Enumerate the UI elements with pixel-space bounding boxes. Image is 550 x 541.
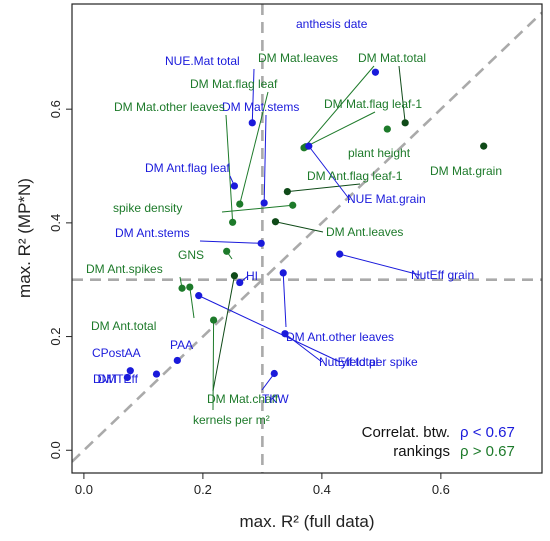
legend-entry-green: ρ > 0.67 <box>460 443 515 460</box>
leader-line <box>340 254 420 275</box>
legend-title-line2: rankings <box>393 443 450 460</box>
point-label: DM Mat.flag leaf <box>190 77 278 91</box>
data-point <box>284 188 291 195</box>
data-point <box>174 357 181 364</box>
point-label: CPostAA <box>92 346 141 360</box>
point-label: PAA <box>170 338 193 352</box>
data-point <box>336 251 343 258</box>
data-point <box>261 199 268 206</box>
legend: Correlat. btw. rankings ρ < 0.67 ρ > 0.6… <box>362 424 515 460</box>
point-label: anthesis date <box>296 17 368 31</box>
point-label: NutEff total <box>319 355 378 369</box>
legend-title-line1: Correlat. btw. <box>362 424 450 441</box>
data-point <box>210 316 217 323</box>
point-label: plant height <box>348 146 411 160</box>
data-point <box>258 240 265 247</box>
data-point <box>280 269 287 276</box>
data-point <box>186 284 193 291</box>
point-label: DM Ant.spikes <box>86 262 163 276</box>
point-label: HI <box>246 269 258 283</box>
data-point <box>372 69 379 76</box>
point-label: DMT <box>93 372 120 386</box>
leader-line <box>264 115 266 203</box>
data-point <box>178 285 185 292</box>
point-label: kernels per m² <box>193 413 270 427</box>
y-tick-label: 0.4 <box>48 214 63 232</box>
legend-entry-blue: ρ < 0.67 <box>460 424 515 441</box>
leader-line <box>190 287 194 318</box>
data-point <box>480 143 487 150</box>
data-point <box>236 279 243 286</box>
point-label: DM Ant.flag leaf <box>145 161 230 175</box>
data-point <box>289 202 296 209</box>
leader-line <box>200 241 261 243</box>
x-tick-label: 0.4 <box>313 482 331 497</box>
leader-line <box>283 273 286 327</box>
data-point <box>249 119 256 126</box>
y-axis-title: max. R² (MP*N) <box>15 178 34 298</box>
data-point <box>305 143 312 150</box>
y-axis-ticks: 0.0 0.2 0.4 0.6 <box>48 100 72 459</box>
leader-line <box>287 184 360 192</box>
data-point <box>195 292 202 299</box>
data-point <box>223 248 230 255</box>
data-point <box>402 119 409 126</box>
data-point <box>272 218 279 225</box>
data-point <box>153 370 160 377</box>
leader-line <box>306 112 375 147</box>
point-label: DM Mat.grain <box>430 164 502 178</box>
data-point <box>229 219 236 226</box>
y-tick-label: 0.0 <box>48 441 63 459</box>
point-label: spike density <box>113 201 182 215</box>
point-label: DM Mat.other leaves <box>114 100 225 114</box>
point-label: DM Ant.other leaves <box>286 330 394 344</box>
y-tick-label: 0.6 <box>48 100 63 118</box>
point-labels: anthesis date NUE.Mat total DM Mat.flag le… <box>86 17 502 427</box>
point-label: DM Mat.flag leaf-1 <box>324 97 422 111</box>
leader-line <box>213 276 234 391</box>
data-point <box>231 182 238 189</box>
x-axis-title: max. R² (full data) <box>239 512 374 531</box>
point-label: DM Mat.leaves <box>258 51 338 65</box>
point-label: NutEff grain <box>411 268 474 282</box>
point-label: NUE.Mat total <box>165 54 240 68</box>
data-point <box>271 370 278 377</box>
x-axis-ticks: 0.0 0.2 0.4 0.6 <box>75 473 450 497</box>
point-label: DM Ant.flag leaf-1 <box>307 169 403 183</box>
point-label: TKW <box>262 392 289 406</box>
data-point <box>231 272 238 279</box>
x-tick-label: 0.2 <box>194 482 212 497</box>
point-label: DM Mat.stems <box>222 100 299 114</box>
point-label: GNS <box>178 248 204 262</box>
point-label: NUE Mat.grain <box>347 192 426 206</box>
point-label: DM Ant.total <box>91 319 156 333</box>
x-tick-label: 0.0 <box>75 482 93 497</box>
x-tick-label: 0.6 <box>432 482 450 497</box>
leader-line <box>275 222 323 232</box>
leader-line <box>222 205 293 212</box>
data-point <box>236 201 243 208</box>
y-tick-label: 0.2 <box>48 328 63 346</box>
point-label: DM Ant.stems <box>115 226 190 240</box>
point-label: DM Ant.leaves <box>326 225 403 239</box>
data-point <box>384 125 391 132</box>
point-label: DM Mat.total <box>358 51 426 65</box>
leader-line <box>399 66 405 123</box>
